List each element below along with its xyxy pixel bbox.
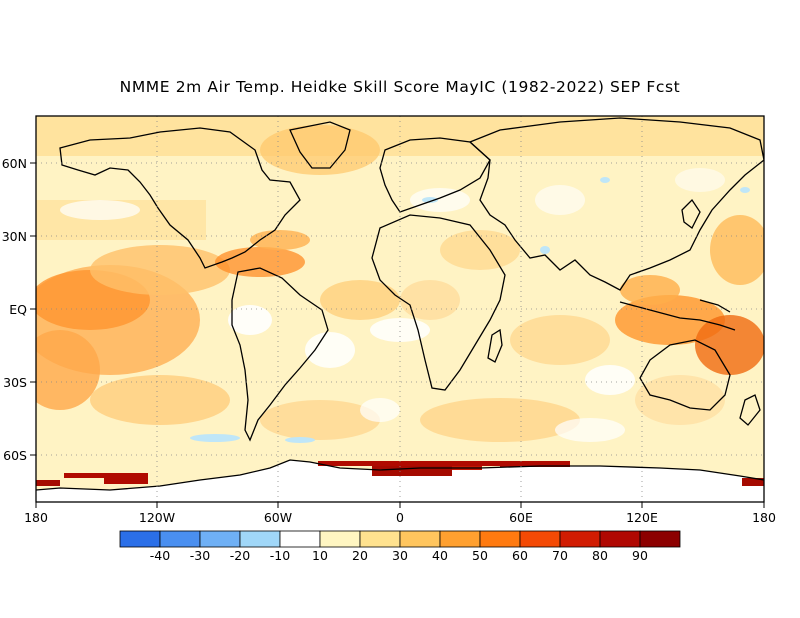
coastlines (36, 117, 764, 491)
colorbar-swatch (599, 530, 641, 548)
map-title: NMME 2m Air Temp. Heidke Skill Score May… (119, 78, 681, 96)
colorbar-label: 40 (432, 548, 448, 563)
lon-label-120w: 120W (139, 510, 175, 525)
colorbar-label: -40 (150, 548, 170, 563)
colorbar-label: 80 (592, 548, 608, 563)
colorbar-label: 10 (312, 548, 328, 563)
colorbar-swatch (119, 530, 161, 548)
colorbar-label: -20 (230, 548, 250, 563)
colorbar-label: -10 (270, 548, 290, 563)
colorbar-label: 90 (632, 548, 648, 563)
lat-label-eq: EQ (9, 302, 27, 317)
colorbar-label: 50 (472, 548, 488, 563)
lat-label-30n: 30N (2, 229, 27, 244)
colorbar-swatch (639, 530, 681, 548)
colorbar-label: 70 (552, 548, 568, 563)
colorbar-swatch (159, 530, 201, 548)
colorbar-swatch (559, 530, 601, 548)
colorbar: -40 -30 -20 -10 10 20 30 40 50 60 70 80 90 (119, 530, 681, 563)
colorbar-swatch (519, 530, 561, 548)
colorbar-swatch (319, 530, 361, 548)
colorbar-swatch (439, 530, 481, 548)
lat-label-60n: 60N (2, 156, 27, 171)
colorbar-swatch (239, 530, 281, 548)
colorbar-swatch (359, 530, 401, 548)
lon-label-120e: 120E (626, 510, 658, 525)
colorbar-label: 30 (392, 548, 408, 563)
lon-label-0: 0 (396, 510, 404, 525)
lon-label-180e: 180 (752, 510, 776, 525)
colorbar-swatch (199, 530, 241, 548)
lon-label-180w: 180 (24, 510, 48, 525)
lat-label-60s: 60S (3, 448, 27, 463)
colorbar-swatch (479, 530, 521, 548)
axis-ticks (30, 162, 765, 508)
colorbar-label: -30 (190, 548, 210, 563)
colorbar-swatch (279, 530, 321, 548)
colorbar-swatch (399, 530, 441, 548)
colorbar-label: 60 (512, 548, 528, 563)
lat-label-30s: 30S (3, 375, 27, 390)
lon-label-60e: 60E (509, 510, 533, 525)
colorbar-label: 20 (352, 548, 368, 563)
lon-label-60w: 60W (264, 510, 292, 525)
